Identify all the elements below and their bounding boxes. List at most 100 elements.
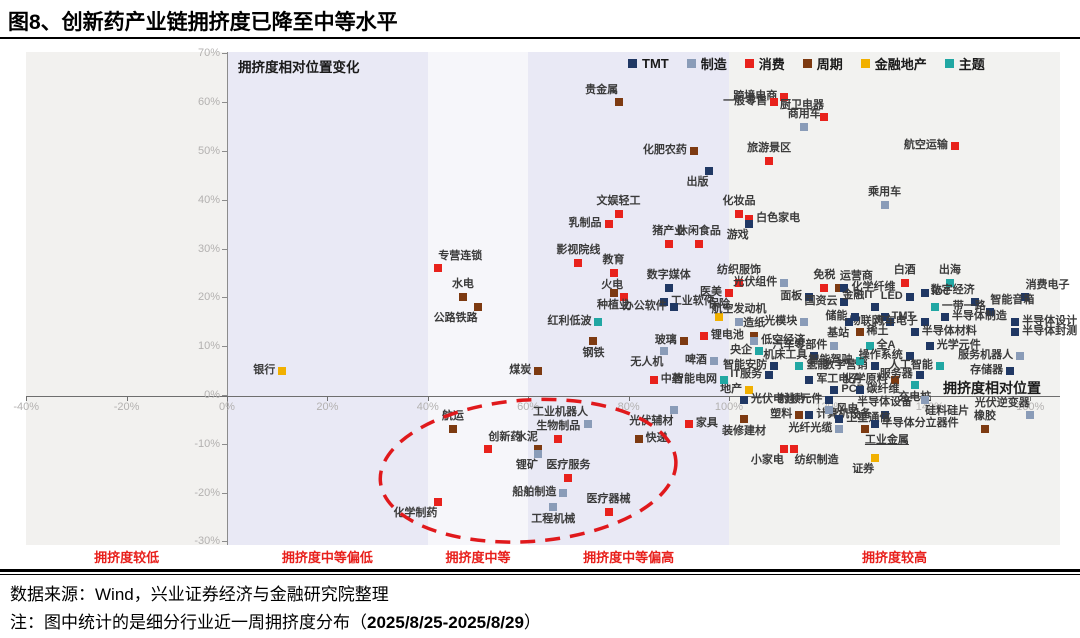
data-point-服务机器人: 服务机器人: [958, 349, 1025, 361]
data-point-机床工具: 机床工具: [763, 349, 819, 361]
data-point-label: 化肥农药: [642, 144, 687, 156]
data-point-半导体制造: 半导体制造: [940, 310, 1007, 322]
y-tick-label: 60%: [197, 96, 220, 109]
legend-item-mfg: 制造: [686, 54, 727, 73]
data-point-label: 半导体设计: [1022, 314, 1078, 327]
x-axis-tick: [427, 396, 429, 401]
footer-divider-thick: [0, 569, 1080, 572]
data-point-label: 出版: [686, 175, 709, 188]
data-point-label: 红利低波: [547, 314, 592, 327]
data-point-label: 小家电: [750, 453, 784, 466]
data-point-人工智能: 人工智能: [889, 359, 944, 371]
data-point-label: 游戏: [726, 229, 749, 242]
data-point-IT服务: IT服务: [730, 368, 774, 380]
data-point-label: IT服务: [730, 368, 763, 381]
data-point-label: 半导体设备: [857, 395, 913, 408]
data-point-label: 半导体分立器件: [881, 417, 959, 430]
data-point-label: 半导体封测: [1022, 324, 1078, 337]
y-axis-tick: [222, 492, 227, 494]
zone-label: 拥挤度较高: [861, 550, 928, 565]
legend-label: 消费: [758, 57, 785, 72]
data-point-国资云: 国资云: [804, 295, 849, 307]
data-point-label: 贵金属: [585, 84, 619, 97]
data-point-智能电网: 智能电网: [673, 373, 728, 385]
data-point-label: 地产: [720, 383, 743, 396]
data-point-影视院线: 影视院线: [556, 244, 600, 268]
data-point-医美: 医美: [700, 286, 733, 298]
data-point-label: 钢铁: [582, 347, 605, 360]
y-tick-label: 30%: [197, 242, 220, 255]
data-point-label: 专营连锁: [438, 250, 483, 263]
data-point-央企: 央企: [730, 344, 764, 356]
y-tick-label: 10%: [197, 340, 220, 353]
zone-label: 拥挤度较低: [94, 550, 160, 565]
data-point-锂电池: 锂电池: [699, 329, 744, 341]
y-tick-label: -20%: [194, 486, 220, 499]
data-point-label: IDC: [931, 285, 951, 298]
data-point-射频元件: 射频元件: [778, 393, 834, 405]
data-point-钢铁: 钢铁: [582, 337, 604, 359]
legend-swatch-cons: [744, 59, 754, 68]
y-axis-tick: [222, 199, 227, 201]
y-tick-label: -10%: [194, 437, 220, 450]
data-point-金融IT: 金融IT: [842, 289, 879, 312]
y-tick-label: 0%: [204, 389, 220, 401]
data-point-label: 水电: [451, 278, 474, 291]
data-point-PCB: PCB: [830, 383, 865, 395]
data-point-汽车零部件: 汽车零部件: [772, 339, 839, 351]
x-axis-title: 拥挤度相对位置: [943, 380, 1041, 396]
data-point-label: 数字媒体: [646, 268, 691, 281]
data-point-航空运输: 航空运输: [904, 139, 959, 151]
zone-label: 拥挤度中等偏高: [583, 550, 675, 565]
y-axis-title: 拥挤度相对位置变化: [238, 60, 360, 75]
y-tick-label: -30%: [194, 535, 220, 548]
legend-label: 主题: [958, 57, 985, 72]
y-axis-tick: [222, 53, 227, 55]
data-point-稀土: 稀土: [855, 325, 889, 337]
legend-item-theme: 主题: [944, 54, 985, 73]
data-point-label: 基站: [827, 326, 850, 339]
y-tick-label: 40%: [197, 193, 220, 206]
data-point-装修建材: 装修建材: [722, 415, 766, 437]
data-point-半导体封测: 半导体封测: [1011, 325, 1077, 337]
data-point-锂矿: 锂矿: [516, 449, 543, 471]
note-prefix: 注：图中统计的是细分行业近一周拥挤度分布（: [10, 613, 367, 632]
data-point-label: 煤炭: [509, 363, 532, 376]
data-point-label: 运营商: [839, 269, 873, 282]
data-point-文娱轻工: 文娱轻工: [597, 195, 641, 219]
zone-band: [729, 52, 1060, 545]
data-point-label: 央企: [730, 344, 753, 357]
data-point-label: 纺织制造: [794, 453, 839, 466]
x-axis-tick: [929, 396, 931, 401]
data-point-存储器: 存储器: [970, 364, 1015, 376]
data-point-光伏电池片: 光伏电池片: [740, 393, 806, 405]
data-point-地产: 地产: [720, 383, 754, 395]
data-point-基站: 基站: [827, 317, 854, 339]
data-point-光学元件: 光学元件: [925, 339, 981, 351]
data-point-label: 乳制品: [568, 217, 602, 230]
data-point-label: 射频元件: [778, 392, 823, 405]
x-axis-tick: [1030, 396, 1032, 401]
data-point-卫星通信: 卫星通信: [835, 412, 890, 424]
data-point-label: 锂矿: [515, 458, 538, 471]
legend-item-cons: 消费: [744, 54, 785, 73]
data-point-label: 工程机械: [531, 513, 576, 526]
data-point-label: 免税: [813, 268, 836, 281]
x-axis-tick: [628, 396, 630, 401]
x-tick-label: 40%: [416, 401, 439, 413]
data-point-label: 智能驾驶: [808, 353, 853, 366]
data-point-半导体设计: 半导体设计: [1011, 315, 1077, 327]
data-point-label: 医美: [700, 285, 722, 298]
data-point-label: 造纸: [743, 317, 766, 330]
data-point-煤炭: 煤炭: [509, 364, 543, 376]
y-axis-tick: [222, 102, 227, 104]
data-point-厨卫电器: 厨卫电器: [780, 99, 829, 121]
legend-label: TMT: [642, 56, 669, 71]
data-point-教育: 教育: [603, 254, 625, 277]
legend-item-tmt: TMT: [628, 56, 669, 71]
data-point-label: 机床工具: [763, 348, 808, 361]
data-point-label: 智能安防: [723, 358, 768, 371]
zone-label: 拥挤度中等: [445, 550, 511, 565]
data-point-label: 医疗服务: [546, 458, 591, 471]
